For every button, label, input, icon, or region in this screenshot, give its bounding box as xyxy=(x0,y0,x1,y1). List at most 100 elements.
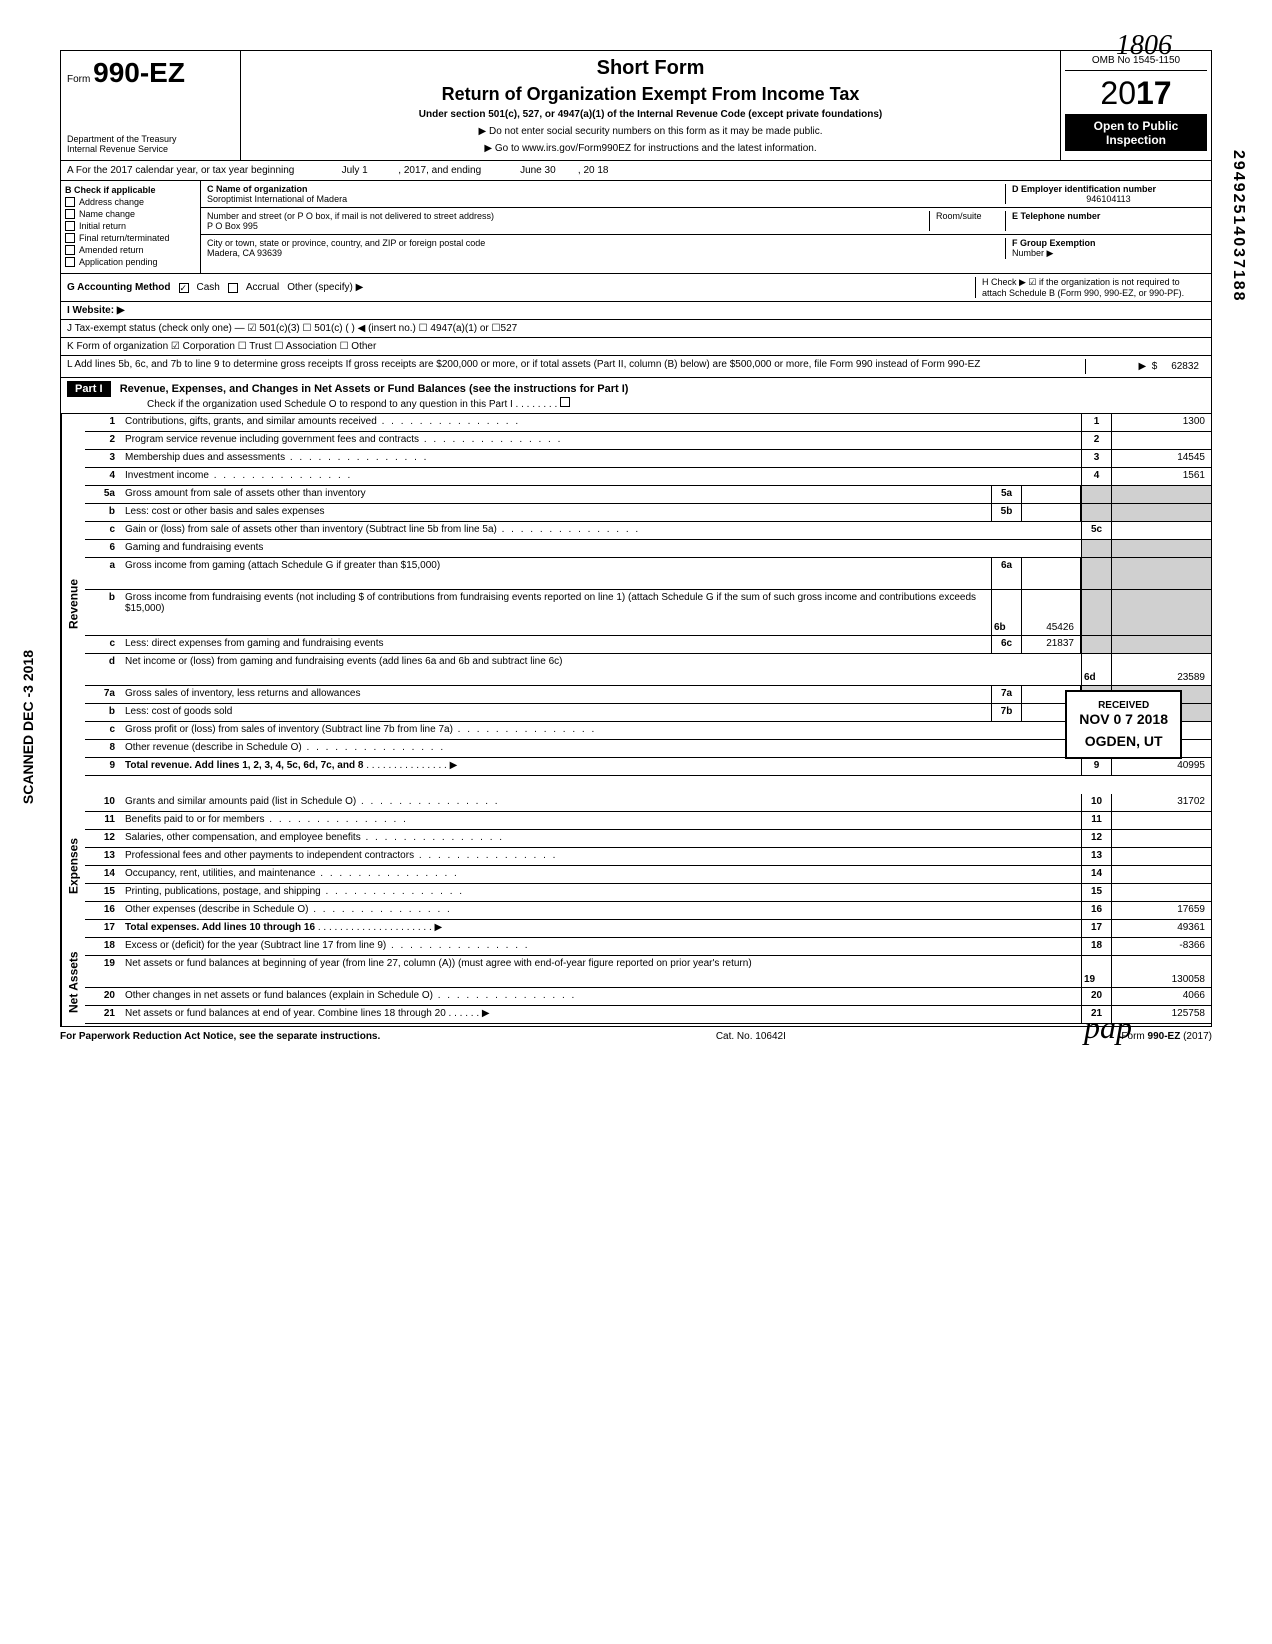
row-street: Number and street (or P O box, if mail i… xyxy=(201,208,1211,235)
year-bold: 17 xyxy=(1136,75,1172,111)
row-c-name: C Name of organization Soroptimist Inter… xyxy=(201,181,1211,208)
h-label: H Check ▶ ☑ if the organization is not r… xyxy=(975,277,1205,298)
row-g-h: G Accounting Method Cash Accrual Other (… xyxy=(60,274,1212,302)
street: P O Box 995 xyxy=(207,221,929,231)
scanned-stamp: SCANNED DEC -3 2018 xyxy=(20,650,36,804)
row-a-end-year-pre: , 20 xyxy=(578,165,595,176)
irs: Internal Revenue Service xyxy=(67,144,234,154)
stamp-date: NOV 0 7 2018 xyxy=(1079,711,1168,727)
footer-center: Cat. No. 10642I xyxy=(716,1031,786,1042)
right-val xyxy=(1111,486,1211,503)
side-tracking-number: 29492514037188 xyxy=(1229,150,1247,303)
line-13: 13 Professional fees and other payments … xyxy=(85,848,1211,866)
signature: pap xyxy=(1084,1009,1132,1046)
part1-label: Part I xyxy=(67,381,111,397)
right-num: 16 xyxy=(1081,902,1111,919)
check-initial: Initial return xyxy=(65,221,196,231)
line-desc: Other changes in net assets or fund bala… xyxy=(121,988,1081,1005)
revenue-vert-label: Revenue xyxy=(61,414,85,794)
right-val: 31702 xyxy=(1111,794,1211,811)
mid-num: 7a xyxy=(991,686,1021,703)
checkbox-icon[interactable] xyxy=(65,257,75,267)
line-10: 10 Grants and similar amounts paid (list… xyxy=(85,794,1211,812)
row-a-begin: July 1 xyxy=(342,165,368,176)
checkbox-icon[interactable] xyxy=(65,245,75,255)
line-desc: Net assets or fund balances at beginning… xyxy=(121,956,1081,987)
checks-header: B Check if applicable xyxy=(65,185,196,195)
line-desc: Gross sales of inventory, less returns a… xyxy=(121,686,991,703)
checkbox-icon[interactable] xyxy=(65,221,75,231)
line-9: 9 Total revenue. Add lines 1, 2, 3, 4, 5… xyxy=(85,758,1211,776)
line-19: 19 Net assets or fund balances at beginn… xyxy=(85,956,1211,988)
checkbox-icon[interactable] xyxy=(65,209,75,219)
k-content: K Form of organization ☑ Corporation ☐ T… xyxy=(67,341,376,352)
check-name: Name change xyxy=(65,209,196,219)
mid-val xyxy=(1021,486,1081,503)
check-amended: Amended return xyxy=(65,245,196,255)
line-num: 6 xyxy=(85,540,121,557)
right-num: 5c xyxy=(1081,522,1111,539)
line-desc: Contributions, gifts, grants, and simila… xyxy=(121,414,1081,431)
line-12: 12 Salaries, other compensation, and emp… xyxy=(85,830,1211,848)
checkbox-icon[interactable] xyxy=(65,197,75,207)
line-6d: d Net income or (loss) from gaming and f… xyxy=(85,654,1211,686)
row-i: I Website: ▶ xyxy=(60,302,1212,320)
line-20: 20 Other changes in net assets or fund b… xyxy=(85,988,1211,1006)
line-11: 11 Benefits paid to or for members 11 xyxy=(85,812,1211,830)
line-num: 14 xyxy=(85,866,121,883)
line-num: 13 xyxy=(85,848,121,865)
check-app-pending: Application pending xyxy=(65,257,196,267)
line-6b: b Gross income from fundraising events (… xyxy=(85,590,1211,636)
mid-val: 45426 xyxy=(1021,590,1081,635)
line-desc: Printing, publications, postage, and shi… xyxy=(121,884,1081,901)
form-number: Form 990-EZ xyxy=(67,57,234,89)
part1-check: Check if the organization used Schedule … xyxy=(147,399,513,410)
right-num: 18 xyxy=(1081,938,1111,955)
open-public: Open to Public Inspection xyxy=(1065,115,1207,151)
data-table: Revenue 1 Contributions, gifts, grants, … xyxy=(60,414,1212,1026)
right-num: 6d xyxy=(1081,654,1111,685)
line-num: b xyxy=(85,504,121,521)
form-header: Form 990-EZ Department of the Treasury I… xyxy=(60,50,1212,161)
line-num: 5a xyxy=(85,486,121,503)
line-num: 20 xyxy=(85,988,121,1005)
part1-checkbox-icon[interactable] xyxy=(560,397,570,407)
f-number: Number ▶ xyxy=(1012,248,1205,259)
stamp-location: OGDEN, UT xyxy=(1079,733,1168,749)
line-desc: Investment income xyxy=(121,468,1081,485)
check-label: Name change xyxy=(79,209,135,219)
form-header-center: Short Form Return of Organization Exempt… xyxy=(241,51,1061,160)
right-val xyxy=(1111,504,1211,521)
l-amount: 62832 xyxy=(1171,361,1199,372)
mid-val: 21837 xyxy=(1021,636,1081,653)
section-b-through-f: B Check if applicable Address change Nam… xyxy=(60,181,1212,274)
right-num: 13 xyxy=(1081,848,1111,865)
checkbox-icon[interactable] xyxy=(65,233,75,243)
expenses-vert-label: Expenses xyxy=(61,794,85,938)
line-desc: Less: cost or other basis and sales expe… xyxy=(121,504,991,521)
accrual-label: Accrual xyxy=(246,282,279,293)
i-label: I Website: ▶ xyxy=(67,305,125,316)
line-5c: c Gain or (loss) from sale of assets oth… xyxy=(85,522,1211,540)
right-num xyxy=(1081,558,1111,589)
line-num: 9 xyxy=(85,758,121,775)
check-label: Amended return xyxy=(79,245,144,255)
form-header-right: OMB No 1545-1150 2017 Open to Public Ins… xyxy=(1061,51,1211,160)
line-14: 14 Occupancy, rent, utilities, and maint… xyxy=(85,866,1211,884)
accrual-checkbox-icon[interactable] xyxy=(228,283,238,293)
right-val: 49361 xyxy=(1111,920,1211,937)
line-num: 19 xyxy=(85,956,121,987)
cash-checkbox-icon[interactable] xyxy=(179,283,189,293)
right-num xyxy=(1081,590,1111,635)
right-val: 130058 xyxy=(1111,956,1211,987)
line-num: 1 xyxy=(85,414,121,431)
line-num: b xyxy=(85,590,121,635)
mid-num: 6b xyxy=(991,590,1021,635)
row-a-end-year: 18 xyxy=(597,165,608,176)
l-content: L Add lines 5b, 6c, and 7b to line 9 to … xyxy=(67,359,1077,370)
line-desc: Salaries, other compensation, and employ… xyxy=(121,830,1081,847)
right-num: 10 xyxy=(1081,794,1111,811)
stamp-received: RECEIVED xyxy=(1079,700,1168,711)
line-7b: b Less: cost of goods sold 7b xyxy=(85,704,1211,722)
dept-block: Department of the Treasury Internal Reve… xyxy=(67,134,234,154)
